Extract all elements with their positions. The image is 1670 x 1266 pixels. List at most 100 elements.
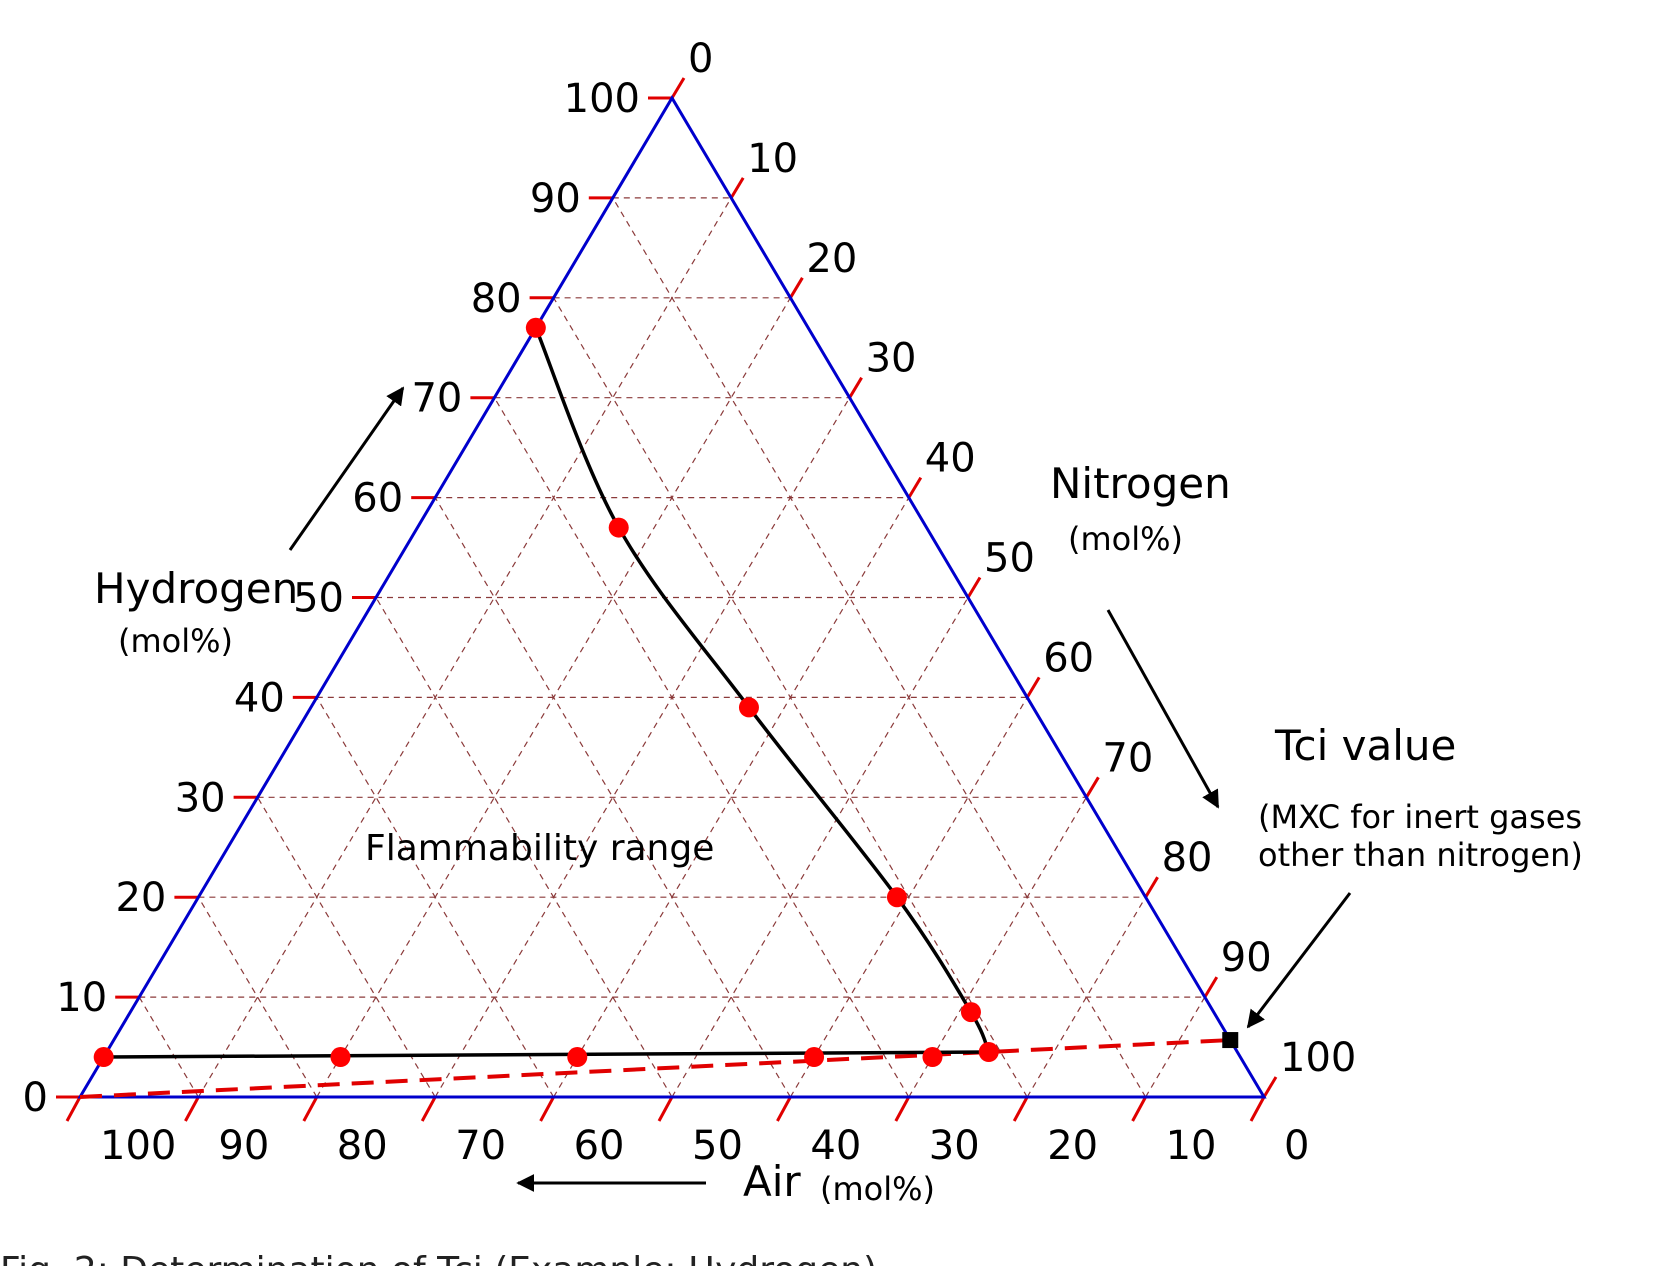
tick-label-hydrogen-50: 50 <box>293 576 344 622</box>
tci-line <box>79 1038 1231 1099</box>
boundary-point-4 <box>960 1002 981 1023</box>
tick-nitrogen-80 <box>1144 876 1159 898</box>
air-axis-label: Air <box>743 1157 801 1206</box>
tick-air-70 <box>420 1096 437 1122</box>
grid-line-nitrogen-10 <box>197 197 732 1098</box>
tci-point <box>1222 1032 1239 1049</box>
tick-air-20 <box>1012 1096 1029 1122</box>
lower-limit-point-4 <box>922 1047 943 1068</box>
boundary-point-3 <box>886 887 907 908</box>
nitrogen-direction-arrow <box>1106 609 1220 809</box>
air-axis-unit: (mol%) <box>820 1170 935 1208</box>
tick-label-hydrogen-10: 10 <box>56 975 107 1021</box>
tick-air-90 <box>184 1096 200 1122</box>
tick-label-air-60: 60 <box>574 1123 625 1169</box>
tick-label-nitrogen-50: 50 <box>984 536 1035 582</box>
tick-nitrogen-40 <box>907 476 923 499</box>
grid-line-nitrogen-50 <box>671 597 969 1098</box>
tick-nitrogen-70 <box>1085 776 1100 799</box>
grid-line-air-80 <box>197 896 318 1098</box>
tci-value-title: Tci value <box>1274 721 1456 770</box>
grid-line-nitrogen-60 <box>789 697 1028 1098</box>
grid-line-air-30 <box>493 397 910 1098</box>
tick-label-hydrogen-20: 20 <box>115 875 166 921</box>
lower-limit-point-0 <box>93 1047 114 1068</box>
tick-air-60 <box>539 1096 555 1122</box>
hydrogen-axis-label: Hydrogen <box>94 564 298 613</box>
tick-label-air-100: 100 <box>100 1123 176 1169</box>
tick-nitrogen-50 <box>966 576 982 599</box>
tick-label-air-90: 90 <box>218 1123 269 1169</box>
tick-label-air-50: 50 <box>692 1123 743 1169</box>
tci-note-line2: other than nitrogen) <box>1258 836 1583 874</box>
tick-nitrogen-30 <box>848 376 863 399</box>
tick-air-80 <box>302 1096 319 1122</box>
tick-label-nitrogen-100: 100 <box>1280 1035 1356 1081</box>
tick-label-air-10: 10 <box>1166 1123 1217 1169</box>
tick-label-nitrogen-80: 80 <box>1162 835 1213 881</box>
tick-label-hydrogen-90: 90 <box>530 176 581 222</box>
grid-line-air-90 <box>138 996 199 1098</box>
grid-line-nitrogen-30 <box>434 397 851 1098</box>
lower-flammability-line <box>103 1050 989 1059</box>
grid-line-nitrogen-90 <box>1145 996 1206 1098</box>
tick-label-hydrogen-60: 60 <box>352 476 403 522</box>
data-series <box>79 317 1239 1099</box>
tick-nitrogen-100 <box>1262 1076 1278 1098</box>
tick-label-hydrogen-100: 100 <box>564 76 640 122</box>
lower-limit-point-2 <box>567 1047 588 1068</box>
tick-label-hydrogen-80: 80 <box>471 276 522 322</box>
tick-nitrogen-60 <box>1025 676 1041 699</box>
tick-air-50 <box>657 1096 674 1122</box>
tick-nitrogen-20 <box>789 277 804 299</box>
tick-label-hydrogen-70: 70 <box>411 376 462 422</box>
tick-label-air-80: 80 <box>337 1123 388 1169</box>
grid-line-air-60 <box>316 697 555 1098</box>
lower-limit-point-3 <box>804 1047 825 1068</box>
boundary-point-5 <box>978 1042 999 1063</box>
tick-label-nitrogen-70: 70 <box>1102 735 1153 781</box>
tci-pointer-arrow <box>1246 892 1352 1029</box>
tick-label-air-0: 0 <box>1284 1123 1309 1169</box>
tick-label-air-70: 70 <box>455 1123 506 1169</box>
figure-caption: Fig. 2: Determination of Tci (Example: H… <box>0 1250 877 1266</box>
tick-nitrogen-0 <box>670 77 686 99</box>
hydrogen-direction-arrow <box>288 386 405 551</box>
flammability-range-label: Flammability range <box>365 828 714 869</box>
tick-air-30 <box>894 1096 911 1122</box>
tick-label-hydrogen-0: 0 <box>23 1075 48 1121</box>
flammability-boundary-curve <box>534 327 991 1053</box>
grid-line-air-50 <box>375 597 673 1098</box>
tick-label-nitrogen-90: 90 <box>1221 935 1272 981</box>
tick-label-nitrogen-40: 40 <box>925 436 976 482</box>
tci-note-line1: (MXC for inert gases <box>1258 798 1582 836</box>
axis-ticks <box>56 77 1278 1122</box>
tick-label-air-40: 40 <box>810 1123 861 1169</box>
grid-line-air-70 <box>257 796 436 1098</box>
tick-nitrogen-90 <box>1203 976 1219 998</box>
nitrogen-axis-unit: (mol%) <box>1068 520 1183 558</box>
tick-label-air-20: 20 <box>1047 1123 1098 1169</box>
tick-air-0 <box>1249 1096 1266 1122</box>
tick-label-nitrogen-30: 30 <box>866 336 917 382</box>
triangle-frame <box>77 95 1267 1099</box>
tick-air-40 <box>776 1096 792 1122</box>
tick-label-nitrogen-0: 0 <box>688 36 713 82</box>
hydrogen-axis-unit: (mol%) <box>118 622 233 660</box>
tick-air-10 <box>1131 1096 1147 1122</box>
grid-line-nitrogen-80 <box>1026 896 1147 1098</box>
tick-label-hydrogen-40: 40 <box>234 675 285 721</box>
tick-air-100 <box>65 1096 82 1122</box>
tick-label-hydrogen-30: 30 <box>175 775 226 821</box>
lower-limit-point-1 <box>330 1047 351 1068</box>
tick-label-nitrogen-20: 20 <box>806 236 857 282</box>
grid-lines <box>138 197 1206 1098</box>
tick-label-air-30: 30 <box>929 1123 980 1169</box>
tick-nitrogen-10 <box>729 177 745 199</box>
nitrogen-axis-label: Nitrogen <box>1050 459 1231 508</box>
grid-line-nitrogen-70 <box>908 796 1087 1098</box>
tick-label-nitrogen-10: 10 <box>747 136 798 182</box>
boundary-point-0 <box>525 317 546 338</box>
boundary-point-2 <box>738 697 759 718</box>
